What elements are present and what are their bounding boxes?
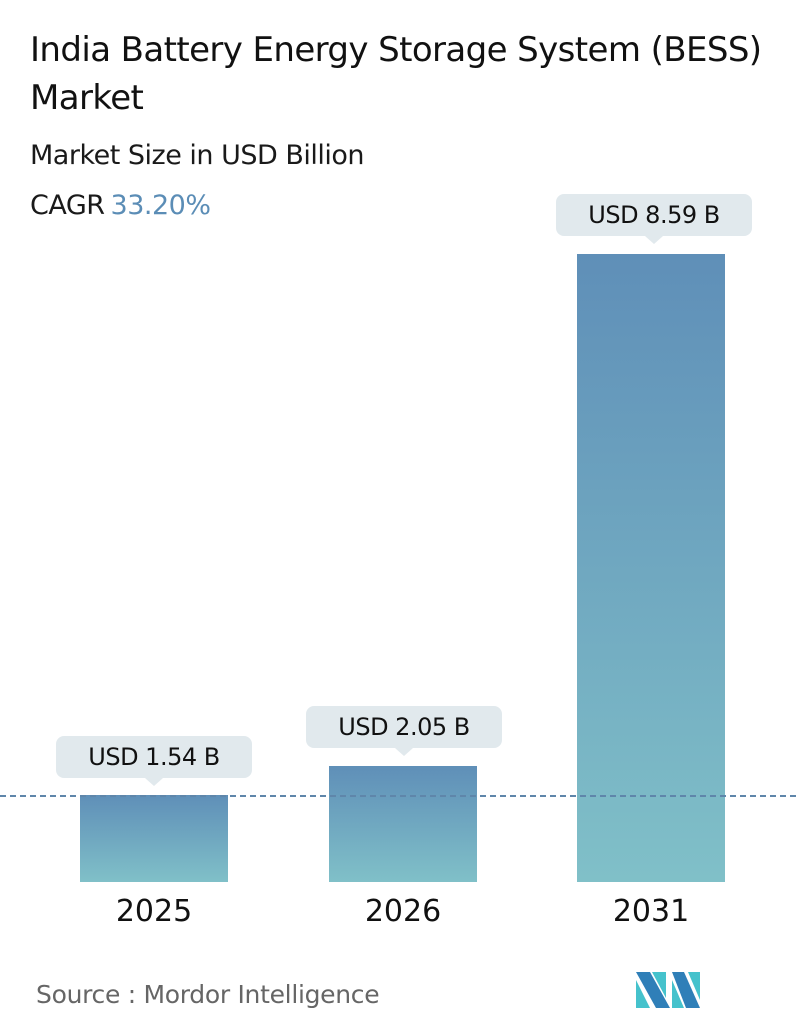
x-label-2025: 2025	[115, 894, 193, 929]
source-text: Source : Mordor Intelligence	[36, 980, 380, 1009]
bar-2031	[577, 254, 725, 882]
cagr-label: CAGR	[30, 190, 105, 221]
data-label-2025: USD 1.54 B	[56, 736, 252, 786]
data-label-2031: USD 8.59 B	[556, 194, 752, 244]
x-label-2026: 2026	[364, 894, 442, 929]
cagr: CAGR 33.20%	[30, 190, 211, 221]
mordor-intelligence-logo-icon	[636, 972, 700, 1008]
bar-2026	[329, 766, 477, 882]
chart-subtitle: Market Size in USD Billion	[30, 140, 365, 171]
chart-title: India Battery Energy Storage System (BES…	[30, 30, 762, 118]
cagr-value: 33.20%	[110, 190, 211, 221]
bar-2025	[80, 795, 228, 882]
x-label-2031: 2031	[612, 894, 690, 929]
data-label-2026: USD 2.05 B	[306, 706, 502, 756]
reference-dashed-line	[0, 795, 796, 797]
